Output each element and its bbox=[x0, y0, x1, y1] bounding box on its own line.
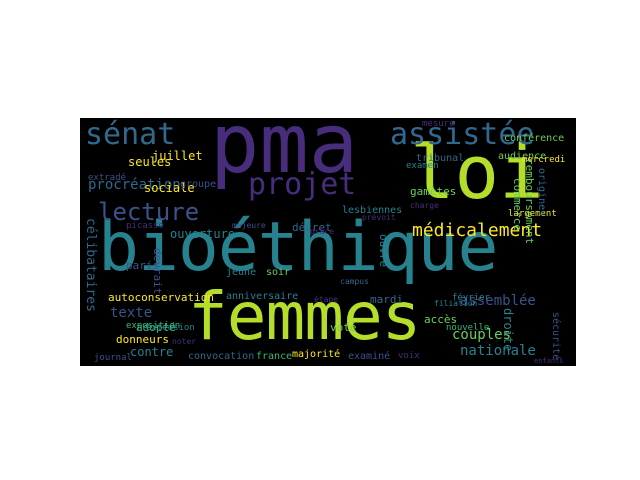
word-conference: conférence bbox=[504, 133, 565, 144]
word-assistee: assistée bbox=[390, 118, 535, 152]
word-pma: pma bbox=[210, 118, 359, 192]
word-charge: charge bbox=[410, 201, 439, 210]
word-jeune: jeune bbox=[226, 267, 257, 278]
word-prevoit: prévoit bbox=[362, 213, 396, 222]
word-audience: audience bbox=[498, 151, 547, 162]
word-examen: examen bbox=[406, 161, 439, 171]
word-mardi: mardi bbox=[370, 293, 404, 306]
word-ouvre: ouvre bbox=[377, 234, 390, 268]
word-droite: droite bbox=[501, 308, 515, 352]
word-texte: texte bbox=[110, 305, 153, 321]
word-loi: loi bbox=[410, 130, 544, 216]
word-tribunal: tribunal bbox=[416, 153, 465, 164]
word-projet: projet bbox=[248, 167, 357, 202]
word-origines: origines bbox=[536, 168, 547, 217]
word-devrait: devrait bbox=[151, 248, 164, 295]
word-femmes: femmes bbox=[188, 278, 421, 355]
word-gametes: gamètes bbox=[410, 185, 457, 198]
word-seules: seules bbox=[128, 155, 172, 169]
word-acces: accès bbox=[424, 313, 458, 326]
word-france: france bbox=[256, 351, 293, 362]
word-senat: sénat bbox=[85, 118, 176, 152]
word-autoconservation: autoconservation bbox=[108, 291, 214, 304]
word-decret: décret bbox=[292, 221, 332, 234]
word-anniversaire: anniversaire bbox=[226, 291, 299, 302]
word-campus: campus bbox=[340, 277, 369, 286]
word-majeure: majeure bbox=[232, 221, 266, 230]
word-securite: sécurité bbox=[550, 312, 561, 361]
word-assemblee: assemblée bbox=[460, 293, 536, 309]
word-juillet: juillet bbox=[152, 149, 203, 163]
word-extrade: extradé bbox=[88, 173, 126, 183]
word-medicalement: médicalement bbox=[412, 220, 543, 241]
word-examine: examiné bbox=[348, 351, 391, 362]
word-grace: grâce bbox=[310, 227, 335, 236]
word-nouvelle: nouvelle bbox=[446, 323, 490, 333]
word-mesure: mesure bbox=[422, 119, 455, 129]
word-noter: noter bbox=[172, 337, 197, 346]
word-celibataires: célibataires bbox=[83, 218, 98, 312]
word-filiation: filiation bbox=[434, 299, 478, 308]
word-picasso: picasso bbox=[126, 221, 164, 231]
word-paris: paris bbox=[126, 259, 160, 272]
word-voix: voix bbox=[398, 351, 420, 361]
word-convocation: convocation bbox=[188, 351, 255, 362]
word-ouverture: ouverture bbox=[170, 227, 236, 241]
word-vote: voté bbox=[330, 321, 357, 334]
word-lecture: lecture bbox=[98, 198, 200, 226]
word-procreation: procréation bbox=[88, 177, 181, 193]
word-remboursement: remboursement bbox=[523, 158, 536, 245]
word-majorite: majorité bbox=[292, 349, 341, 360]
word-nationale: nationale bbox=[460, 343, 536, 359]
word-fevrier: février bbox=[452, 293, 490, 303]
word-etape: étape bbox=[314, 295, 339, 304]
word-groupe: groupe bbox=[180, 179, 217, 190]
word-donneurs: donneurs bbox=[116, 333, 169, 346]
word-journal: journal bbox=[94, 353, 132, 363]
word-adopte: adopté bbox=[136, 321, 176, 334]
word-commerce: commerce bbox=[511, 178, 524, 231]
word-soir: soir bbox=[266, 267, 291, 278]
word-enfants: enfants bbox=[534, 357, 564, 365]
word-bioethique: bioéthique bbox=[98, 208, 498, 287]
word-largement: largement bbox=[508, 209, 557, 219]
word-cloud: pma bioéthique femmes loi sénat assistée… bbox=[80, 118, 576, 366]
word-lesbiennes: lesbiennes bbox=[342, 205, 403, 216]
word-couples: couples bbox=[452, 327, 512, 343]
word-extension: extension bbox=[146, 323, 195, 333]
word-contre: contre bbox=[130, 345, 174, 359]
word-mercredi: mercredi bbox=[522, 155, 566, 165]
word-sociale: sociale bbox=[144, 181, 195, 195]
word-exposition: exposition bbox=[126, 321, 181, 331]
